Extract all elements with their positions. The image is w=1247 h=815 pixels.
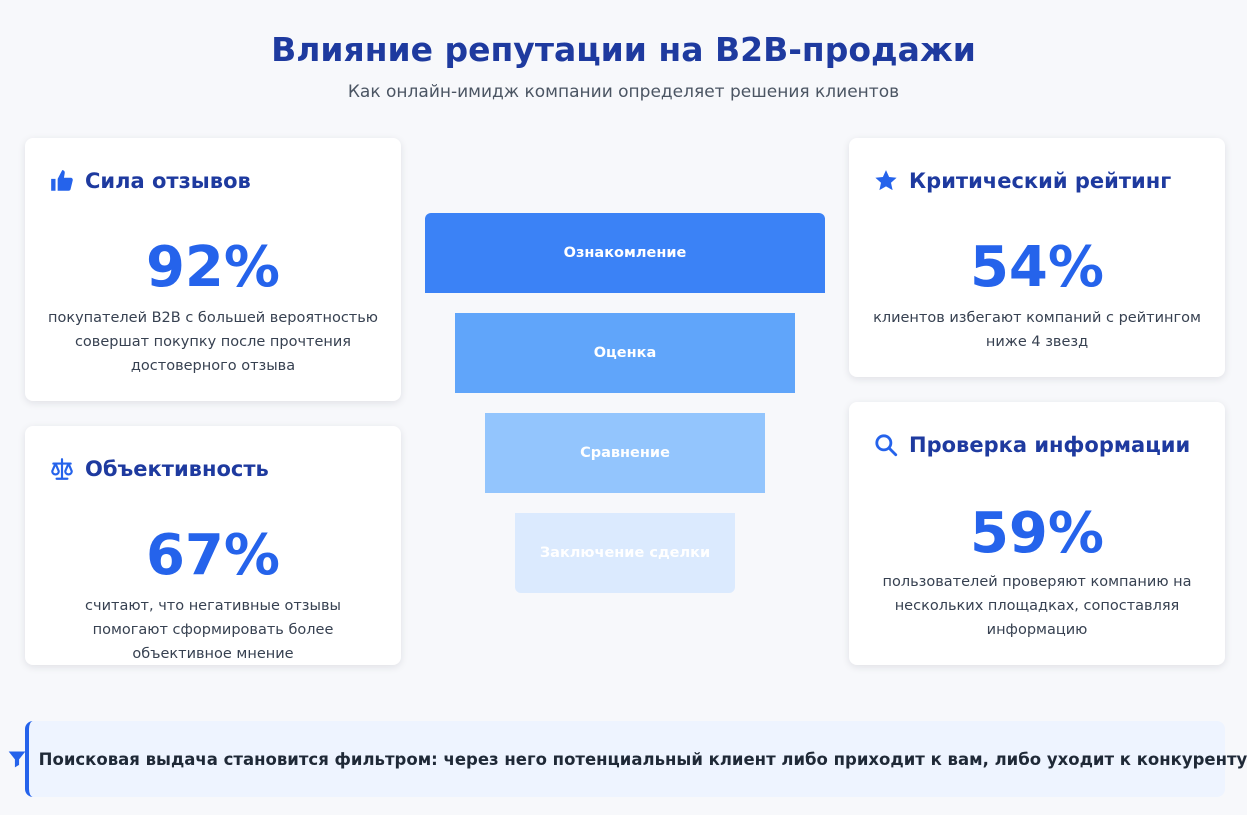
star-icon	[873, 168, 899, 194]
card-reviews-title: Сила отзывов	[85, 169, 251, 193]
card-verification-desc: пользователей проверяют компанию на неск…	[882, 574, 1192, 638]
card-objectivity-desc: считают, что негативные отзывы помогают …	[85, 598, 341, 662]
funnel-step-label: Сравнение	[580, 445, 670, 461]
banner-text: Поисковая выдача становится фильтром: че…	[38, 749, 1247, 769]
funnel-step-label: Оценка	[593, 345, 657, 361]
card-objectivity-header: Объективность	[49, 456, 269, 482]
card-rating-header: Критический рейтинг	[873, 168, 1171, 194]
conclusion-banner: Поисковая выдача становится фильтром: че…	[8, 721, 1247, 797]
page-title: Влияние репутации на B2B-продажи	[271, 30, 976, 69]
card-verification-stat: 59%	[969, 501, 1105, 566]
card-rating-title: Критический рейтинг	[909, 169, 1172, 193]
funnel-step-comparison: Сравнение	[485, 413, 765, 493]
search-icon	[873, 432, 899, 458]
funnel-step-awareness: Ознакомление	[425, 213, 825, 293]
card-reviews-desc: покупателей B2B с большей вероятностью с…	[47, 310, 379, 374]
card-reviews: Сила отзывов 92% покупателей B2B с больш…	[25, 138, 401, 401]
card-reviews-stat: 92%	[145, 235, 281, 300]
card-rating-desc: клиентов избегают компаний с рейтингом н…	[873, 310, 1201, 350]
card-verification-title: Проверка информации	[909, 433, 1191, 457]
thumbs-up-icon	[49, 168, 75, 194]
scales-icon	[49, 456, 75, 482]
card-objectivity-title: Объективность	[85, 457, 269, 481]
funnel-step-label: Заключение сделки	[539, 545, 711, 561]
card-rating-stat: 54%	[969, 235, 1105, 300]
card-objectivity-stat: 67%	[145, 523, 281, 588]
card-reviews-header: Сила отзывов	[49, 168, 251, 194]
filter-icon	[7, 749, 27, 769]
funnel-step-label: Ознакомление	[563, 245, 687, 261]
funnel-step-deal: Заключение сделки	[515, 513, 735, 593]
card-verification: Проверка информации 59% пользователей пр…	[849, 402, 1225, 665]
card-verification-header: Проверка информации	[873, 432, 1190, 458]
card-objectivity: Объективность 67% считают, что негативны…	[25, 426, 401, 665]
page-subtitle: Как онлайн-имидж компании определяет реш…	[347, 82, 900, 102]
funnel-step-evaluation: Оценка	[455, 313, 795, 393]
card-rating: Критический рейтинг 54% клиентов избегаю…	[849, 138, 1225, 377]
